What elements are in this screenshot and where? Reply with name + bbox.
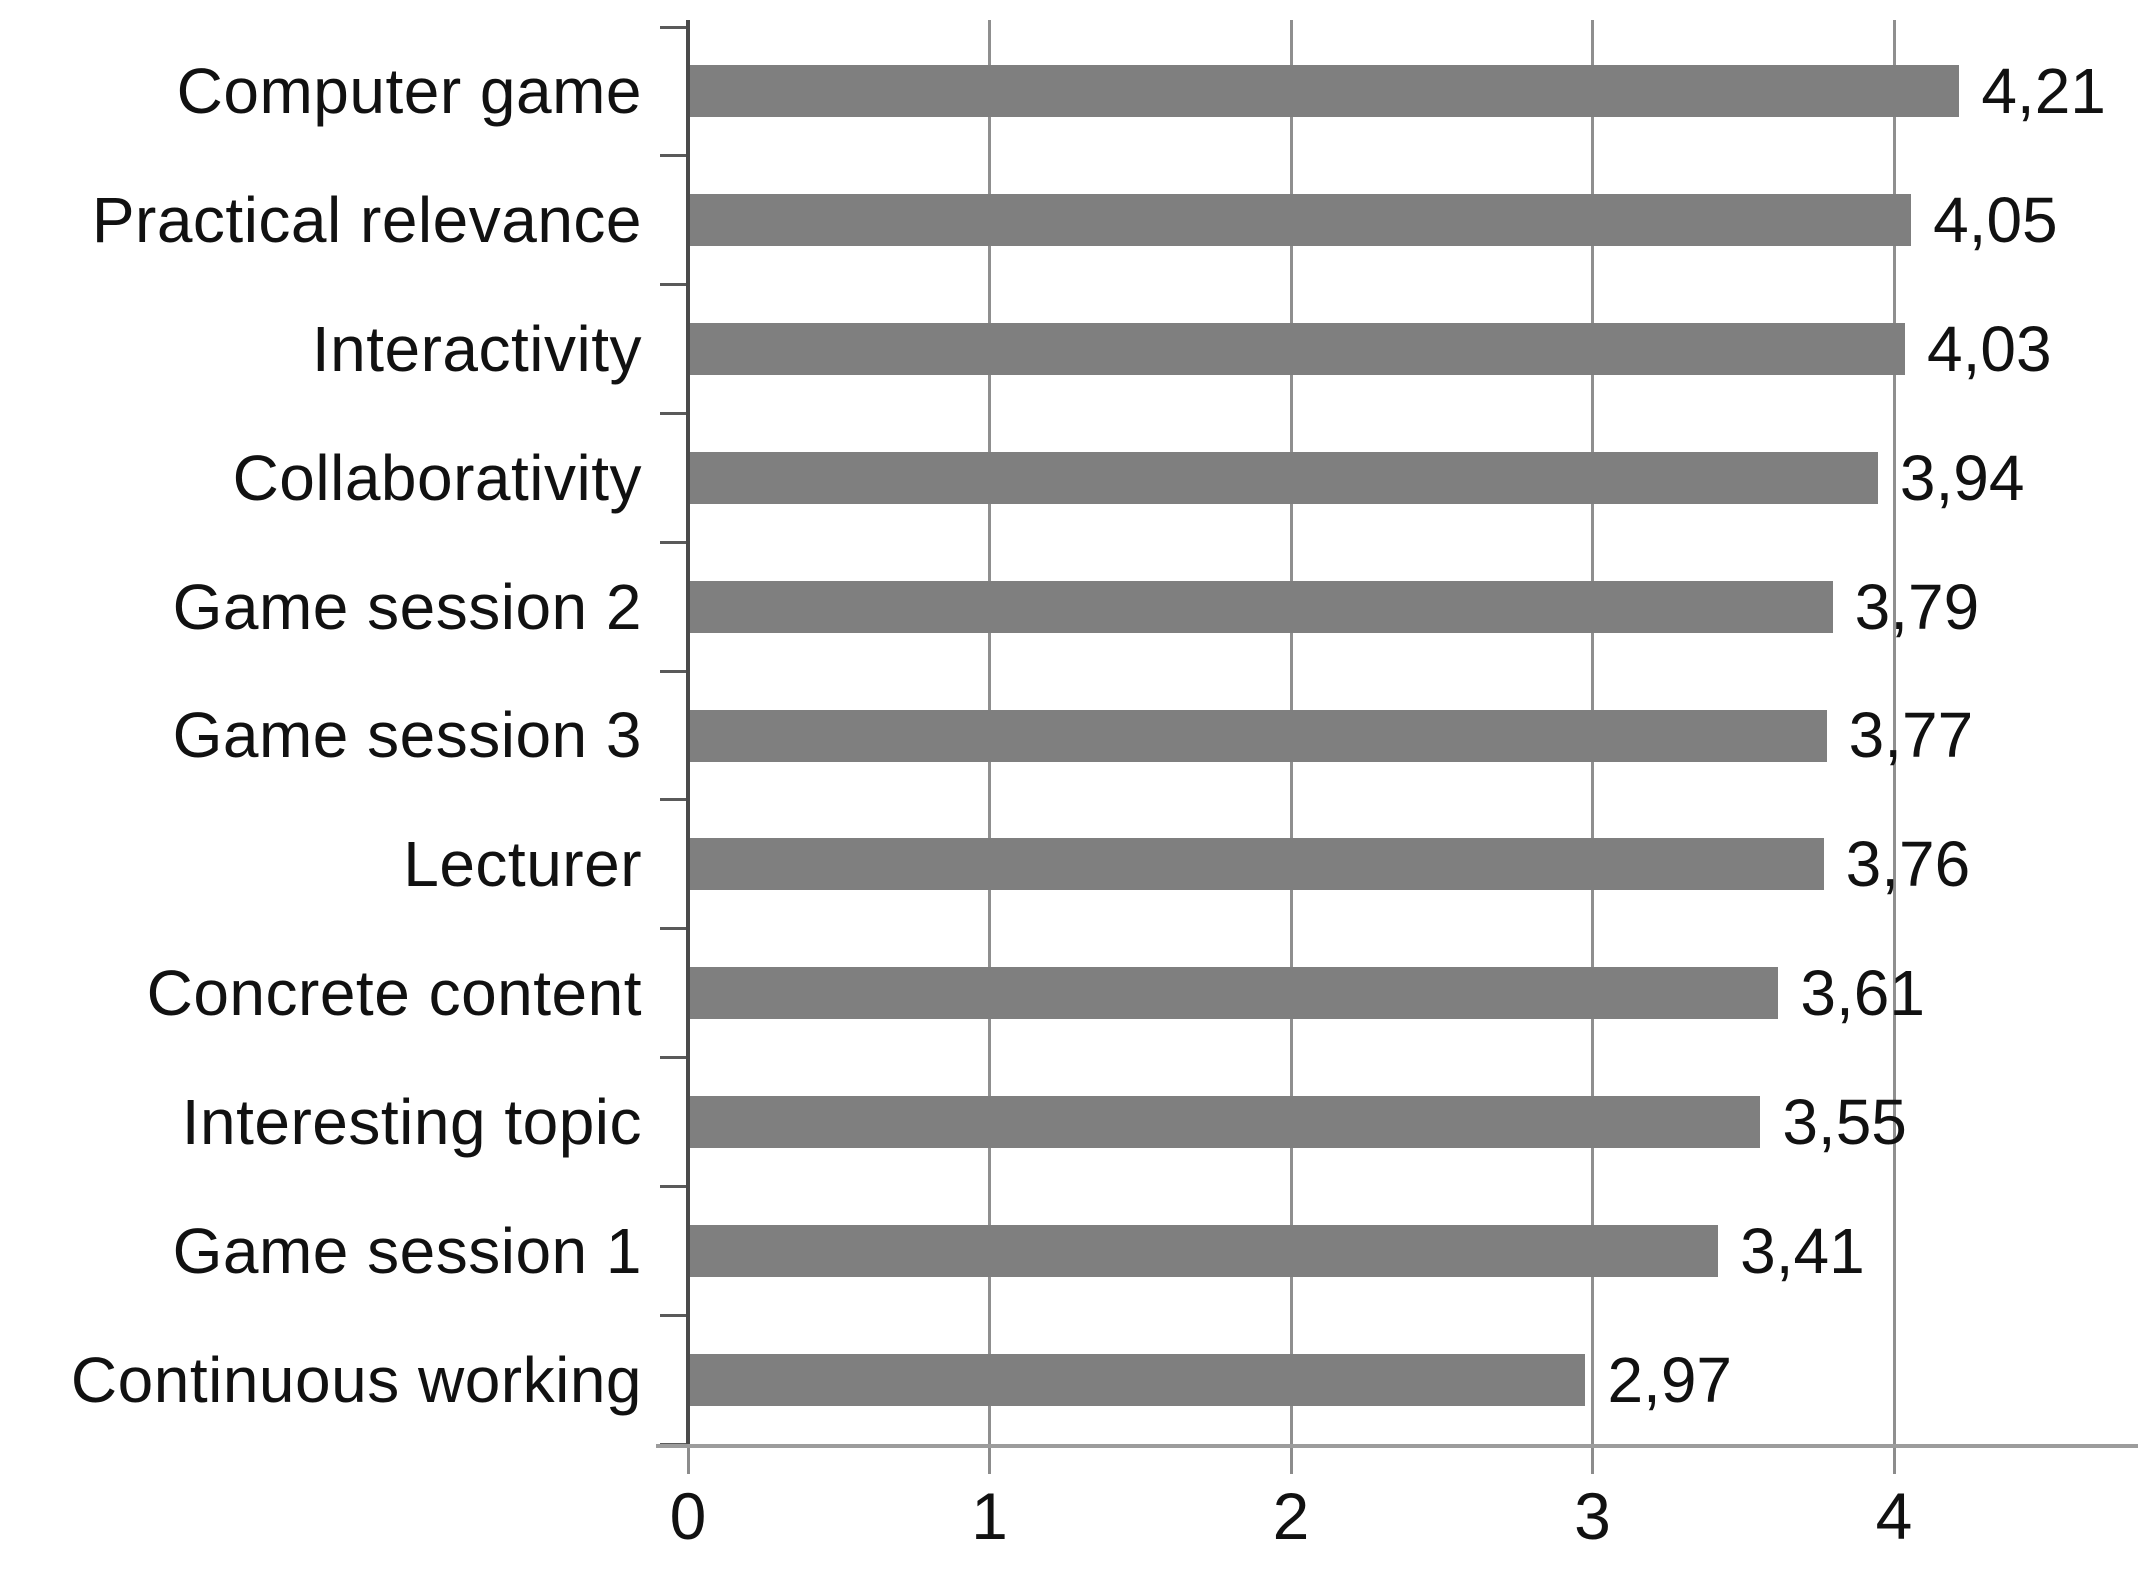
- x-tick-label: 3: [1574, 1479, 1611, 1553]
- value-label: 3,79: [1854, 570, 1980, 643]
- category-label: Game session 3: [172, 699, 642, 772]
- value-label: 4,03: [1927, 313, 2052, 386]
- x-axis-tick: [686, 1448, 690, 1474]
- y-axis-tick: [660, 798, 688, 802]
- bar: [690, 838, 1824, 891]
- y-axis-line: [686, 20, 690, 1446]
- value-label: 3,41: [1740, 1214, 1865, 1287]
- y-axis-tick: [660, 1184, 688, 1188]
- category-label: Interesting topic: [181, 1085, 642, 1158]
- x-axis-line: [656, 1444, 2138, 1448]
- y-axis-tick: [660, 927, 688, 931]
- x-tick-label: 1: [971, 1479, 1008, 1553]
- bar: [690, 1353, 1586, 1406]
- category-label: Collaborativity: [232, 441, 642, 514]
- category-label: Practical relevance: [91, 184, 642, 257]
- bar: [690, 194, 1912, 247]
- y-axis-tick: [660, 154, 688, 158]
- y-axis-tick: [660, 283, 688, 287]
- y-axis-tick: [660, 669, 688, 673]
- category-label: Concrete content: [146, 957, 642, 1030]
- x-tick-label: 2: [1272, 1479, 1310, 1553]
- value-label: 4,21: [1981, 55, 2106, 128]
- y-axis-tick: [660, 411, 688, 415]
- bar: [690, 580, 1833, 633]
- x-axis-tick: [1591, 1448, 1594, 1474]
- category-label: Interactivity: [311, 313, 642, 386]
- bar: [690, 323, 1906, 376]
- bar: [690, 709, 1827, 762]
- category-label: Computer game: [176, 55, 642, 128]
- x-axis-tick: [1892, 1448, 1896, 1474]
- x-tick-label: 0: [669, 1479, 707, 1553]
- value-label: 3,61: [1800, 957, 1925, 1030]
- bar: [690, 1095, 1761, 1148]
- x-axis-tick: [988, 1448, 991, 1474]
- y-axis-tick: [660, 1056, 688, 1060]
- bar: [690, 65, 1960, 118]
- x-axis-tick: [1289, 1448, 1293, 1474]
- value-label: 3,76: [1845, 828, 1971, 901]
- category-label: Lecturer: [403, 828, 642, 901]
- bar: [690, 1224, 1719, 1277]
- y-axis-tick: [660, 25, 688, 29]
- bar: [690, 451, 1878, 504]
- x-tick-label: 4: [1875, 1479, 1913, 1553]
- value-label: 3,55: [1782, 1085, 1907, 1158]
- category-label: Game session 1: [172, 1214, 642, 1287]
- category-label: Game session 2: [172, 570, 642, 643]
- gridline: [1892, 20, 1896, 1444]
- y-axis-tick: [660, 540, 688, 544]
- category-label: Continuous working: [70, 1343, 642, 1416]
- value-label: 4,05: [1933, 184, 2058, 257]
- y-axis-tick: [660, 1313, 688, 1317]
- bar: [690, 967, 1779, 1020]
- value-label: 2,97: [1607, 1343, 1733, 1416]
- value-label: 3,77: [1848, 699, 1974, 772]
- value-label: 3,94: [1899, 441, 2025, 514]
